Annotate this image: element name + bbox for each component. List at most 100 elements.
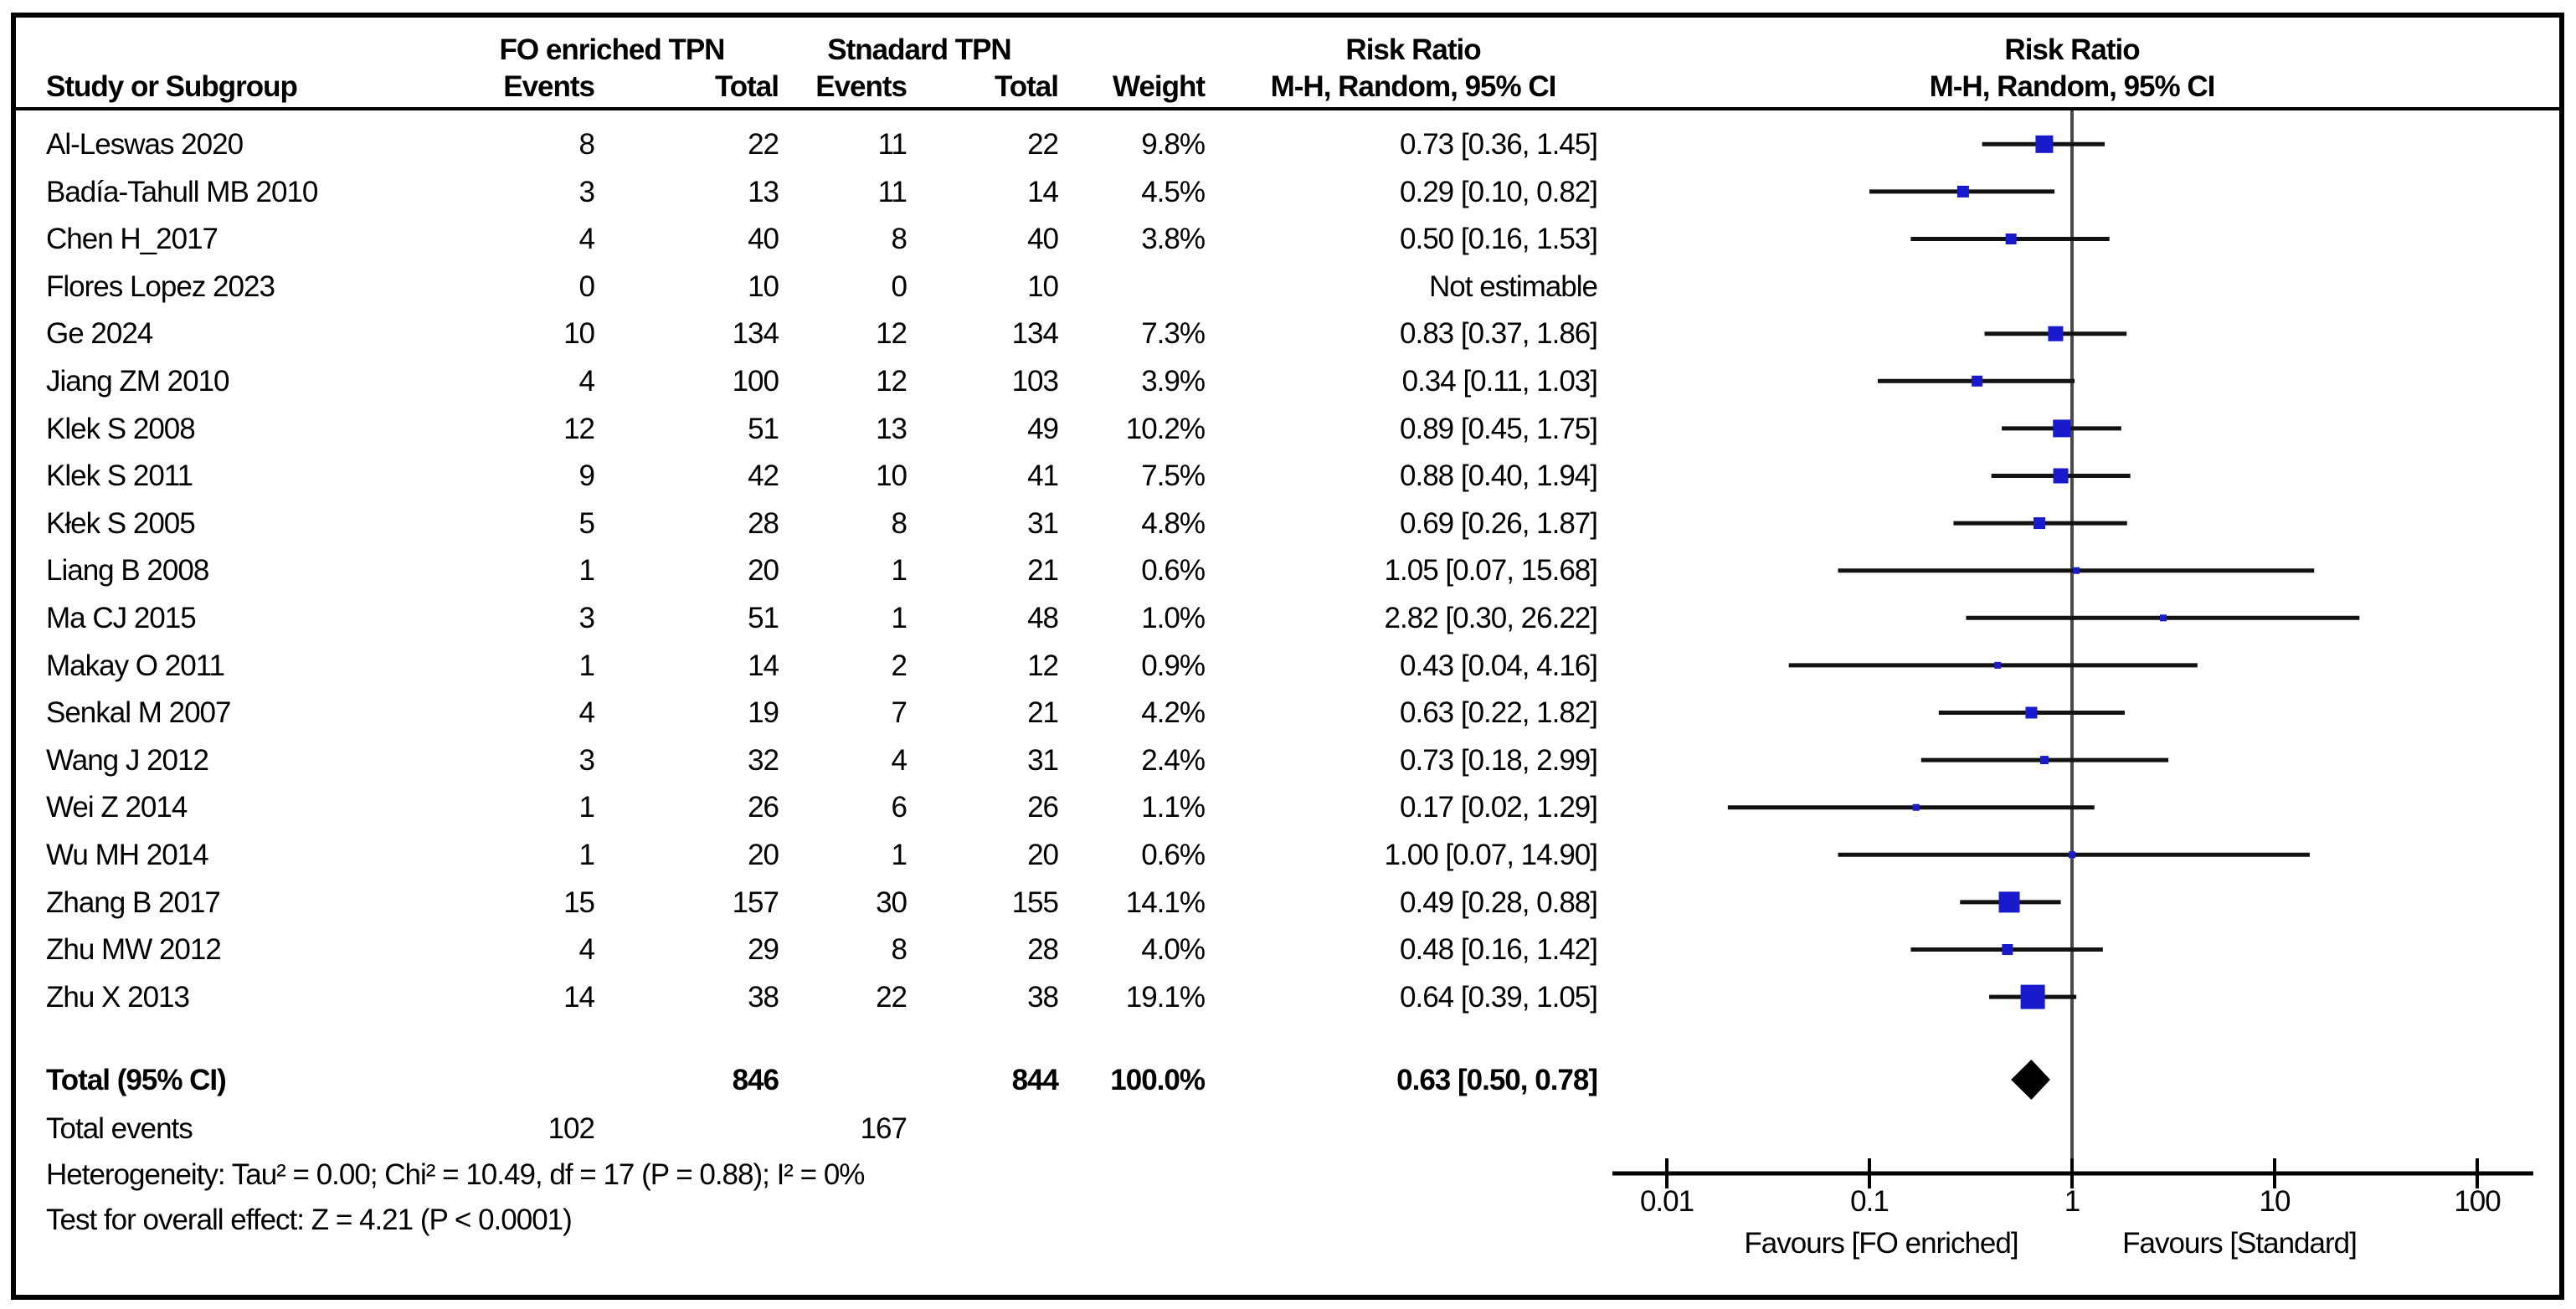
std-events: 4 bbox=[891, 743, 908, 777]
column-header-std-events: Events bbox=[815, 70, 908, 103]
fo-total: 13 bbox=[748, 175, 779, 208]
std-events: 1 bbox=[891, 839, 908, 871]
study-name: Senkal M 2007 bbox=[46, 696, 231, 730]
weight-value: 1.1% bbox=[1141, 791, 1206, 824]
weight-value: 7.3% bbox=[1141, 317, 1206, 351]
rr-ci-text: 0.43 [0.04, 4.16] bbox=[1400, 649, 1598, 682]
fo-events: 4 bbox=[578, 223, 595, 256]
rr-ci-text: 0.48 [0.16, 1.42] bbox=[1400, 933, 1598, 967]
std-events: 1 bbox=[891, 554, 908, 588]
fo-events: 10 bbox=[563, 317, 595, 351]
figure-border bbox=[11, 13, 2564, 1300]
fo-events: 3 bbox=[578, 602, 595, 634]
table-row: Badía-Tahull MB 2010 3 13 11 14 4.5% 0.29 [0.1… bbox=[0, 168, 2576, 216]
rr-ci-text: 0.69 [0.26, 1.87] bbox=[1400, 506, 1598, 540]
study-name: Ge 2024 bbox=[46, 317, 153, 351]
table-row: Senkal M 2007 4 19 7 21 4.2% 0.63 [0.22, 1.82] bbox=[0, 689, 2576, 737]
fo-events: 15 bbox=[563, 886, 595, 919]
std-events: 11 bbox=[877, 128, 908, 161]
study-name: Flores Lopez 2023 bbox=[46, 270, 275, 303]
rr-ci-text: 0.50 [0.16, 1.53] bbox=[1400, 223, 1598, 256]
rr-ci-text: 2.82 [0.30, 26.22] bbox=[1384, 602, 1598, 634]
total-events-fo: 102 bbox=[548, 1112, 595, 1145]
fo-total: 51 bbox=[748, 602, 779, 634]
risk-ratio-header-left: Risk Ratio bbox=[1345, 33, 1481, 66]
weight-value: 4.8% bbox=[1141, 506, 1206, 540]
std-total: 103 bbox=[1011, 365, 1059, 398]
rr-ci-text: 0.73 [0.36, 1.45] bbox=[1400, 128, 1598, 161]
weight-value: 1.0% bbox=[1141, 602, 1206, 634]
fo-total: 10 bbox=[748, 270, 779, 303]
fo-events: 4 bbox=[578, 365, 595, 398]
table-row: Wu MH 2014 1 20 1 20 0.6% 1.00 [0.07, 14.90] bbox=[0, 831, 2576, 879]
column-header-weight: Weight bbox=[1112, 70, 1206, 103]
column-header-method-right: M-H, Random, 95% CI bbox=[1929, 70, 2216, 103]
rr-ci-text: 0.17 [0.02, 1.29] bbox=[1400, 791, 1598, 824]
study-name: Ma CJ 2015 bbox=[46, 602, 197, 634]
fo-events: 4 bbox=[578, 696, 595, 730]
rr-ci-text: 1.05 [0.07, 15.68] bbox=[1384, 554, 1598, 588]
std-events: 30 bbox=[876, 886, 908, 919]
std-total: 10 bbox=[1027, 270, 1059, 303]
fo-events: 14 bbox=[563, 980, 595, 1014]
table-row: Zhang B 2017 15 157 30 155 14.1% 0.49 [0.28, 0… bbox=[0, 879, 2576, 927]
std-events: 6 bbox=[891, 791, 908, 824]
std-events: 13 bbox=[876, 412, 908, 445]
total-events-std: 167 bbox=[860, 1112, 908, 1145]
total-label: Total (95% CI) bbox=[46, 1064, 227, 1096]
weight-value: 2.4% bbox=[1141, 743, 1206, 777]
table-row: Makay O 2011 1 14 2 12 0.9% 0.43 [0.04, 4.16] bbox=[0, 642, 2576, 690]
weight-value: 19.1% bbox=[1125, 980, 1206, 1014]
rr-ci-text: 0.64 [0.39, 1.05] bbox=[1400, 980, 1598, 1014]
std-events: 8 bbox=[891, 506, 908, 540]
study-name: Kłek S 2005 bbox=[46, 506, 196, 540]
fo-total: 38 bbox=[748, 980, 779, 1014]
fo-total: 19 bbox=[748, 696, 779, 730]
axis-tick-label: 0.01 bbox=[1639, 1185, 1694, 1218]
table-row: Zhu X 2013 14 38 22 38 19.1% 0.64 [0.39, 1.05] bbox=[0, 973, 2576, 1021]
std-events: 11 bbox=[877, 175, 908, 208]
table-row: Ge 2024 10 134 12 134 7.3% 0.83 [0.37, 1.86] bbox=[0, 310, 2576, 357]
weight-value: 3.9% bbox=[1141, 365, 1206, 398]
fo-events: 1 bbox=[578, 791, 595, 824]
std-total: 22 bbox=[1027, 128, 1059, 161]
table-row: Wei Z 2014 1 26 6 26 1.1% 0.17 [0.02, 1.29] bbox=[0, 783, 2576, 831]
study-name: Zhang B 2017 bbox=[46, 886, 221, 919]
std-total: 21 bbox=[1027, 554, 1059, 588]
weight-value: 10.2% bbox=[1125, 412, 1206, 445]
study-name: Jiang ZM 2010 bbox=[46, 365, 230, 398]
std-total: 28 bbox=[1027, 933, 1059, 967]
table-row: Klek S 2008 12 51 13 49 10.2% 0.89 [0.45, 1.75… bbox=[0, 405, 2576, 453]
overall-effect-text: Test for overall effect: Z = 4.21 (P < 0… bbox=[46, 1204, 573, 1236]
column-header-fo-total: Total bbox=[714, 70, 779, 103]
axis-tick-label: 1 bbox=[2064, 1185, 2080, 1218]
group-header-fo-enriched: FO enriched TPN bbox=[499, 33, 726, 66]
std-events: 12 bbox=[876, 365, 908, 398]
std-total: 38 bbox=[1027, 980, 1059, 1014]
table-row: Ma CJ 2015 3 51 1 48 1.0% 2.82 [0.30, 26.22] bbox=[0, 594, 2576, 642]
total-events-row: Total events 102 167 bbox=[0, 1105, 2576, 1152]
fo-events: 8 bbox=[578, 128, 595, 161]
rr-ci-text: 0.34 [0.11, 1.03] bbox=[1401, 365, 1598, 398]
weight-value: 4.2% bbox=[1141, 696, 1206, 730]
rr-ci-text: 0.88 [0.40, 1.94] bbox=[1400, 459, 1598, 493]
fo-events: 9 bbox=[578, 459, 595, 493]
group-header-standard: Stnadard TPN bbox=[827, 33, 1011, 66]
rr-ci-text: 0.89 [0.45, 1.75] bbox=[1400, 412, 1598, 445]
rr-ci-text: 1.00 [0.07, 14.90] bbox=[1384, 839, 1598, 871]
std-total: 40 bbox=[1027, 223, 1059, 256]
total-row: Total (95% CI) 846 844 100.0% 0.63 [0.50… bbox=[0, 1056, 2576, 1104]
std-events: 10 bbox=[876, 459, 908, 493]
std-total: 21 bbox=[1027, 696, 1059, 730]
table-row: Chen H_2017 4 40 8 40 3.8% 0.50 [0.16, 1.53] bbox=[0, 215, 2576, 263]
std-events: 22 bbox=[876, 980, 908, 1014]
fo-total: 42 bbox=[748, 459, 779, 493]
rr-ci-text: 0.73 [0.18, 2.99] bbox=[1400, 743, 1598, 777]
weight-value: 0.9% bbox=[1141, 649, 1206, 682]
study-name: Zhu X 2013 bbox=[46, 980, 190, 1014]
std-events: 8 bbox=[891, 933, 908, 967]
fo-total: 157 bbox=[732, 886, 779, 919]
std-events: 12 bbox=[876, 317, 908, 351]
study-name: Wang J 2012 bbox=[46, 743, 209, 777]
